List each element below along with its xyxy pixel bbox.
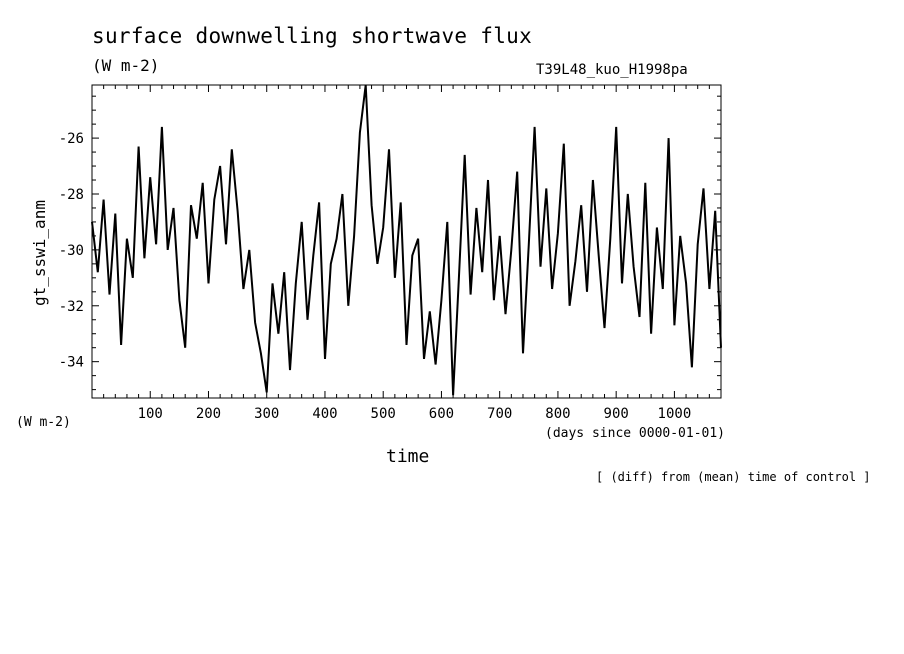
x-tick-label: 100 (138, 406, 163, 422)
y-tick-label: -28 (59, 187, 84, 203)
y-tick-label: -34 (59, 355, 84, 371)
y-tick-label: -30 (59, 243, 84, 259)
y-tick-label: -26 (59, 131, 84, 147)
run-name: T39L48_kuo_H1998pa (536, 62, 688, 78)
series-line (91, 84, 722, 396)
x-tick-label: 600 (429, 406, 454, 422)
x-tick-label: 200 (196, 406, 221, 422)
footnote: [ (diff) from (mean) time of control ] (596, 470, 871, 484)
x-tick-label: 500 (371, 406, 396, 422)
x-tick-label: 900 (604, 406, 629, 422)
y-tick-label: -32 (59, 299, 84, 315)
y-axis-label: gt_sswi_anm (30, 200, 49, 306)
x-tick-label: 1000 (658, 406, 692, 422)
x-axis-units: (days since 0000-01-01) (545, 426, 726, 441)
x-tick-label: 300 (254, 406, 279, 422)
chart-title: surface downwelling shortwave flux (92, 24, 533, 48)
x-tick-label: 400 (312, 406, 337, 422)
units-label: (W m-2) (92, 56, 160, 75)
plot-frame (91, 84, 722, 399)
x-tick-label: 700 (487, 406, 512, 422)
x-axis-label: time (386, 446, 430, 467)
chart-marks: 100 200 300 400 500 600 700 800 900 1000 -34 -32 -30… (59, 84, 722, 422)
x-tick-label: 800 (545, 406, 570, 422)
y-axis-units: (W m-2) (16, 415, 71, 430)
